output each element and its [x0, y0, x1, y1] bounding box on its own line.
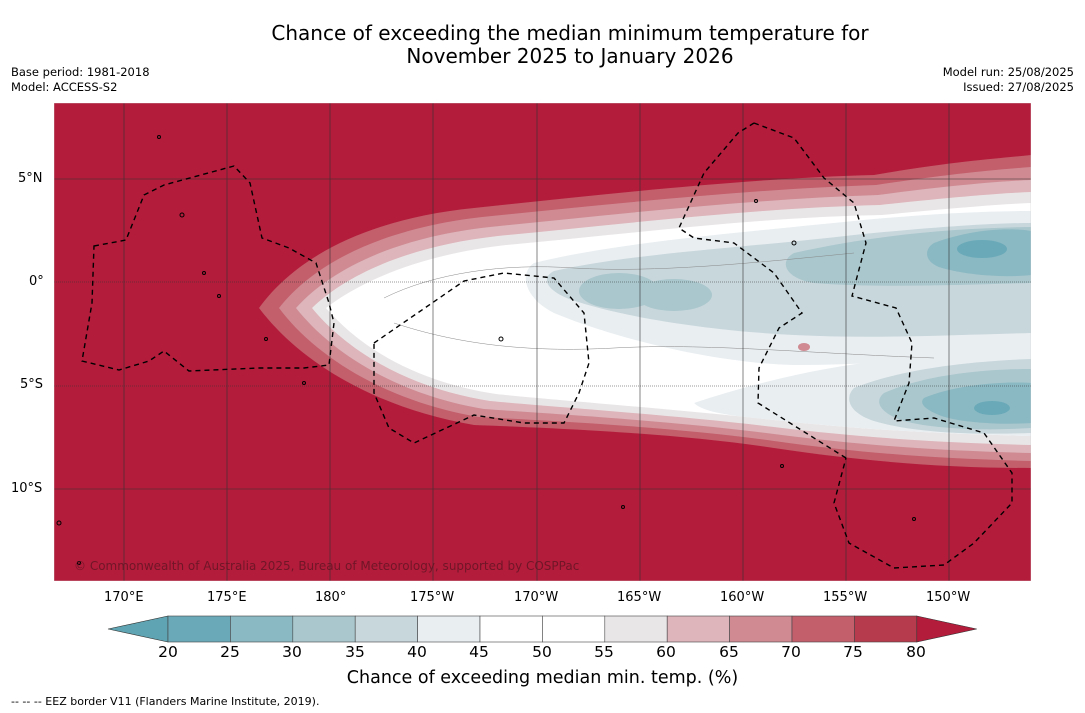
- lon-tick-160W: 160°W: [720, 590, 765, 605]
- island: [498, 336, 504, 342]
- colorbar-segment: [479, 615, 543, 643]
- island: [912, 517, 916, 521]
- lon-tick-155W: 155°W: [823, 590, 868, 605]
- colorbar-segment: [542, 615, 606, 643]
- colorbar-segment: [354, 615, 418, 643]
- lat-tick-10S: 10°S: [11, 481, 43, 496]
- colorbar-tick: 30: [282, 643, 302, 661]
- warm-spot: [798, 343, 810, 351]
- blue-25-south: [922, 382, 1031, 424]
- island: [202, 271, 206, 275]
- colorbar-tick: 25: [220, 643, 240, 661]
- island: [56, 520, 62, 526]
- island: [621, 505, 625, 509]
- colorbar-tick: 45: [469, 643, 489, 661]
- colorbar-tick: 60: [656, 643, 676, 661]
- colorbar-segment: [417, 615, 481, 643]
- copyright-text: © Commonwealth of Australia 2025, Bureau…: [74, 559, 579, 573]
- eez-border-phoenix: [753, 122, 1013, 569]
- colorbar-tick: 40: [407, 643, 427, 661]
- lon-tick-180: 180°: [315, 590, 347, 605]
- colorbar-tick: 70: [781, 643, 801, 661]
- colorbar-segment: [167, 615, 231, 643]
- colorbar-tick: 65: [719, 643, 739, 661]
- colorbar-segment: [854, 615, 918, 643]
- colorbar-segment: [729, 615, 793, 643]
- colorbar-segment: [604, 615, 668, 643]
- island: [791, 240, 797, 246]
- colorbar-label: Chance of exceeding median min. temp. (%…: [346, 668, 739, 688]
- lon-tick-175E: 175°E: [207, 590, 247, 605]
- colorbar-tick: 75: [843, 643, 863, 661]
- island: [77, 561, 81, 565]
- eez-footer-note: -- -- -- EEZ border V11 (Flanders Marine…: [11, 695, 320, 708]
- eez-border-tokelau: [373, 272, 590, 444]
- graticule: [54, 103, 1031, 581]
- blue-20-south: [974, 401, 1010, 415]
- colorbar-segment: [230, 615, 294, 643]
- island: [157, 135, 161, 139]
- colorbar-tick: 55: [594, 643, 614, 661]
- island: [302, 381, 306, 385]
- lat-tick-5S: 5°S: [20, 377, 44, 392]
- lat-tick-0: 0°: [29, 274, 44, 289]
- colorbar-segment: [791, 615, 855, 643]
- island: [754, 199, 758, 203]
- meta-left: Base period: 1981-2018 Model: ACCESS-S2: [11, 65, 150, 95]
- colorbar-segment: [292, 615, 356, 643]
- island: [264, 337, 268, 341]
- eez-border-tuvalu: [81, 165, 335, 372]
- map-title: Chance of exceeding the median minimum t…: [271, 21, 869, 68]
- blue-30-blob-b: [636, 279, 712, 311]
- colorbar: [107, 615, 977, 643]
- forecast-map: © Commonwealth of Australia 2025, Bureau…: [54, 103, 1031, 581]
- island: [179, 212, 185, 218]
- colorbar-tick: 20: [158, 643, 178, 661]
- colorbar-segment: [666, 615, 730, 643]
- colorbar-tick: 50: [532, 643, 552, 661]
- colorbar-tick: 80: [906, 643, 926, 661]
- lon-tick-170W: 170°W: [514, 590, 559, 605]
- issued-date: Issued: 27/08/2025: [963, 80, 1074, 94]
- islands: [56, 135, 916, 565]
- lon-tick-150W: 150°W: [926, 590, 971, 605]
- blue-20-east: [957, 240, 1007, 258]
- base-period: Base period: 1981-2018: [11, 65, 150, 79]
- meta-right: Model run: 25/08/2025 Issued: 27/08/2025: [943, 65, 1074, 95]
- model-name: Model: ACCESS-S2: [11, 80, 118, 94]
- lon-tick-175W: 175°W: [410, 590, 455, 605]
- contour-line-b: [393, 322, 935, 359]
- lat-tick-5N: 5°N: [18, 171, 43, 186]
- lon-tick-165W: 165°W: [617, 590, 662, 605]
- colorbar-extend-low: [107, 615, 169, 643]
- colorbar-extend-high: [916, 615, 977, 643]
- model-run: Model run: 25/08/2025: [942, 65, 1074, 79]
- island: [217, 294, 221, 298]
- colorbar-tick: 35: [345, 643, 365, 661]
- eez-borders: [81, 122, 1013, 569]
- contour-line-a: [383, 252, 855, 299]
- lon-tick-170E: 170°E: [104, 590, 144, 605]
- island: [780, 464, 784, 468]
